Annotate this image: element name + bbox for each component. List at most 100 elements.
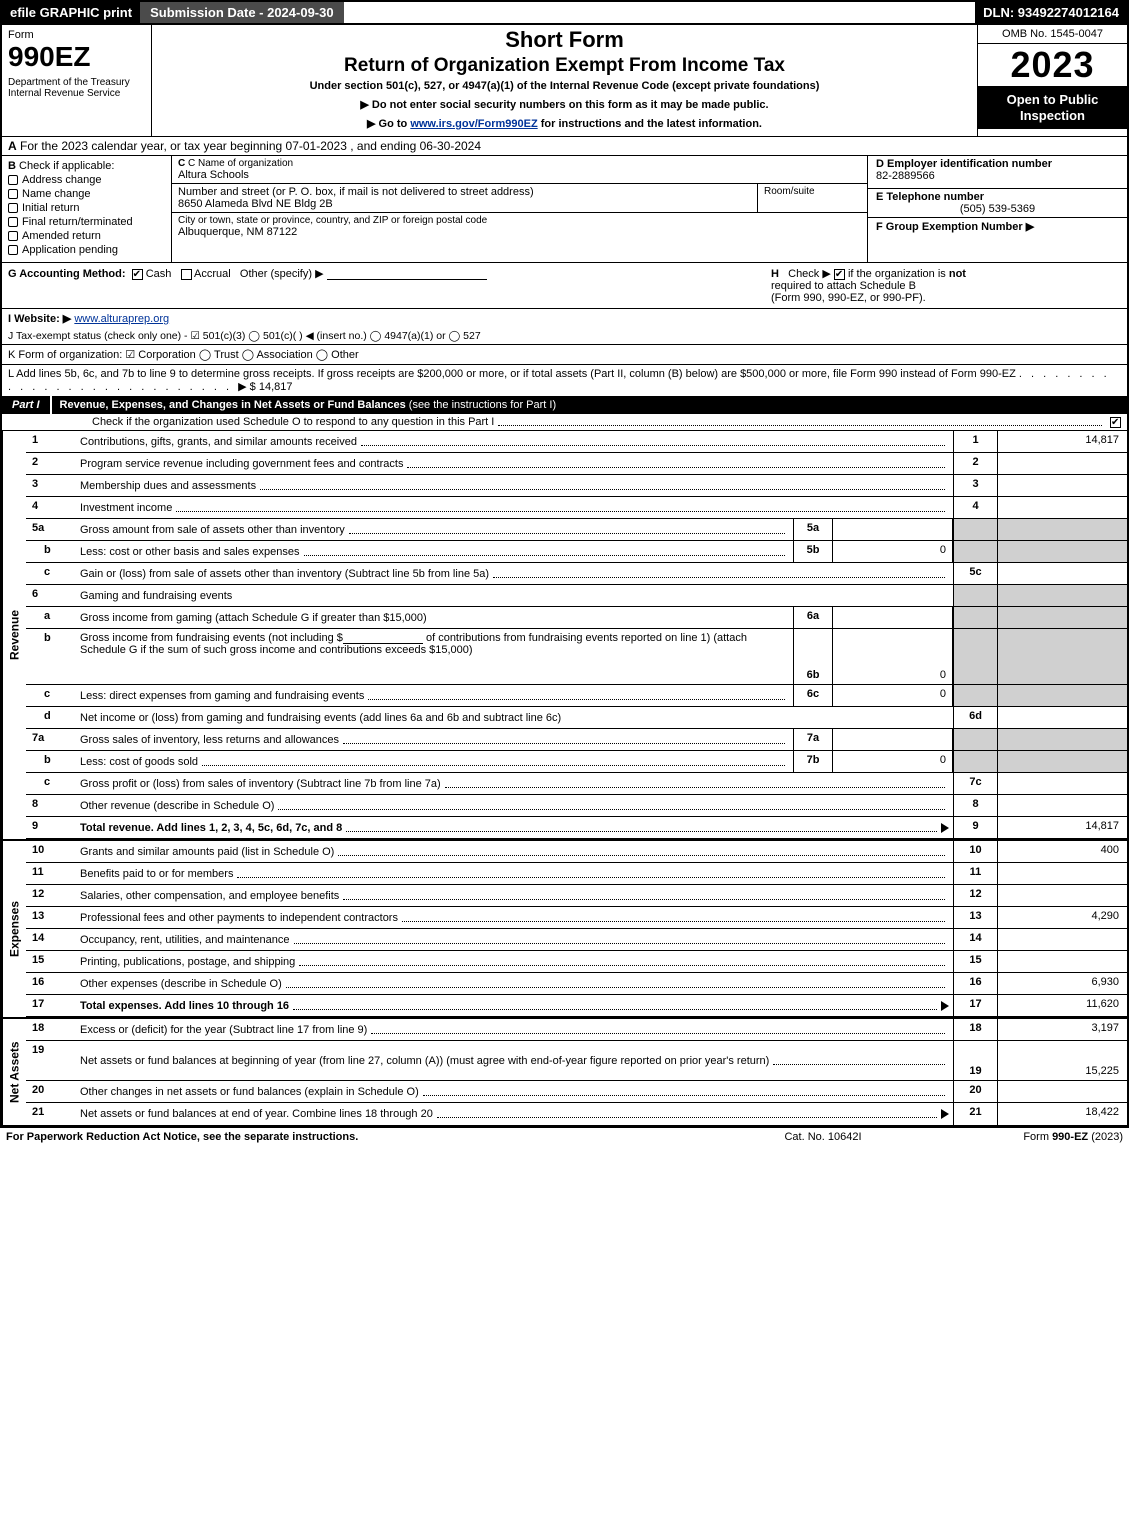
chk-amended-return[interactable]: Amended return [8,230,165,242]
line-5c: cGain or (loss) from sale of assets othe… [26,563,1127,585]
row-g: G Accounting Method: Cash Accrual Other … [2,262,1127,308]
org-city-row: City or town, state or province, country… [172,213,867,262]
row-i: I Website: ▶ www.alturaprep.org [2,308,1127,328]
website-link[interactable]: www.alturaprep.org [74,313,169,325]
line-3: 3Membership dues and assessments3 [26,475,1127,497]
line-8: 8Other revenue (describe in Schedule O)8 [26,795,1127,817]
ein-value: 82-2889566 [876,170,935,182]
top-bar: efile GRAPHIC print Submission Date - 20… [0,0,1129,25]
checkbox-icon [8,203,18,213]
row-k: K Form of organization: ☑ Corporation ◯ … [2,344,1127,364]
ein-row: D Employer identification number 82-2889… [868,156,1127,189]
line-6: 6Gaming and fundraising events [26,585,1127,607]
paperwork-notice: For Paperwork Reduction Act Notice, see … [6,1131,723,1143]
part-i-label: Part I [2,396,52,414]
line-11: 11Benefits paid to or for members11 [26,863,1127,885]
chk-application-pending[interactable]: Application pending [8,244,165,256]
chk-schedule-o[interactable] [1110,417,1121,428]
chk-final-return[interactable]: Final return/terminated [8,216,165,228]
chk-name-change[interactable]: Name change [8,188,165,200]
omb-number: OMB No. 1545-0047 [978,25,1127,44]
line-13: 13Professional fees and other payments t… [26,907,1127,929]
chk-cash[interactable] [132,269,143,280]
chk-schedule-b[interactable] [834,269,845,280]
arrow-icon [941,823,949,833]
line-6a: aGross income from gaming (attach Schedu… [26,607,1127,629]
line-19: 19Net assets or fund balances at beginni… [26,1041,1127,1081]
chk-accrual[interactable] [181,269,192,280]
form-number: 990EZ [8,41,145,73]
revenue-section: Revenue 1Contributions, gifts, grants, a… [2,431,1127,839]
dln-label: DLN: 93492274012164 [975,2,1127,23]
line-6c: cLess: direct expenses from gaming and f… [26,685,1127,707]
instr-ssn: ▶ Do not enter social security numbers o… [158,98,971,111]
dept-treasury: Department of the Treasury Internal Reve… [8,77,145,99]
tax-year: 2023 [978,44,1127,86]
line-5a: 5aGross amount from sale of assets other… [26,519,1127,541]
header-right: OMB No. 1545-0047 2023 Open to Public In… [977,25,1127,136]
form-header: Form 990EZ Department of the Treasury In… [2,25,1127,136]
group-exemption: F Group Exemption Number ▶ [868,217,1127,235]
irs-link[interactable]: www.irs.gov/Form990EZ [410,118,537,130]
instr-link: ▶ Go to www.irs.gov/Form990EZ for instru… [158,117,971,130]
chk-initial-return[interactable]: Initial return [8,202,165,214]
org-name-row: C C Name of organization Altura Schools [172,156,867,184]
checkbox-icon [8,217,18,227]
gross-receipts: ▶ $ 14,817 [238,381,292,393]
form-subtitle: Under section 501(c), 527, or 4947(a)(1)… [158,80,971,92]
org-addr-row: Number and street (or P. O. box, if mail… [172,184,867,213]
part-i-sub: Check if the organization used Schedule … [2,414,1127,431]
line-7b: bLess: cost of goods sold7b0 [26,751,1127,773]
line-7a: 7aGross sales of inventory, less returns… [26,729,1127,751]
line-12: 12Salaries, other compensation, and empl… [26,885,1127,907]
line-16: 16Other expenses (describe in Schedule O… [26,973,1127,995]
org-name: Altura Schools [178,169,861,181]
form-title-2: Return of Organization Exempt From Incom… [158,55,971,77]
line-21: 21Net assets or fund balances at end of … [26,1103,1127,1125]
netassets-section: Net Assets 18Excess or (deficit) for the… [2,1017,1127,1125]
checkbox-icon [8,189,18,199]
accounting-method: G Accounting Method: Cash Accrual Other … [8,267,771,304]
line-17: 17Total expenses. Add lines 10 through 1… [26,995,1127,1017]
line-18: 18Excess or (deficit) for the year (Subt… [26,1019,1127,1041]
line-6d: dNet income or (loss) from gaming and fu… [26,707,1127,729]
col-c: C C Name of organization Altura Schools … [172,156,867,262]
line-14: 14Occupancy, rent, utilities, and mainte… [26,929,1127,951]
line-1: 1Contributions, gifts, grants, and simil… [26,431,1127,453]
tel-row: E Telephone number (505) 539-5369 [868,189,1127,217]
room-suite: Room/suite [757,184,867,213]
line-7c: cGross profit or (loss) from sales of in… [26,773,1127,795]
line-9: 9Total revenue. Add lines 1, 2, 3, 4, 5c… [26,817,1127,839]
checkbox-icon [8,175,18,185]
open-inspection: Open to Public Inspection [978,86,1127,129]
line-10: 10Grants and similar amounts paid (list … [26,841,1127,863]
line-5b: bLess: cost or other basis and sales exp… [26,541,1127,563]
other-specify-input[interactable] [327,268,487,280]
section-bcd: B Check if applicable: Address change Na… [2,155,1127,262]
chk-address-change[interactable]: Address change [8,174,165,186]
line-2: 2Program service revenue including gover… [26,453,1127,475]
line-6b: bGross income from fundraising events (n… [26,629,1127,685]
expenses-side-label: Expenses [2,841,26,1017]
cat-no: Cat. No. 10642I [723,1131,923,1143]
form-ref: Form 990-EZ (2023) [923,1131,1123,1143]
checkbox-icon [8,245,18,255]
org-street: 8650 Alameda Blvd NE Bldg 2B [178,198,751,210]
arrow-icon [941,1109,949,1119]
part-i-header: Part I Revenue, Expenses, and Changes in… [2,396,1127,414]
row-a-text: For the 2023 calendar year, or tax year … [20,139,481,153]
col-b: B Check if applicable: Address change Na… [2,156,172,262]
col-d: D Employer identification number 82-2889… [867,156,1127,262]
fundraising-amount-input[interactable] [343,632,423,644]
line-20: 20Other changes in net assets or fund ba… [26,1081,1127,1103]
checkbox-icon [8,231,18,241]
tel-value: (505) 539-5369 [876,203,1119,215]
row-j: J Tax-exempt status (check only one) - ☑… [2,328,1127,344]
form-frame: Form 990EZ Department of the Treasury In… [0,25,1129,1127]
expenses-section: Expenses 10Grants and similar amounts pa… [2,839,1127,1017]
part-i-title: Revenue, Expenses, and Changes in Net As… [52,396,1127,414]
row-a: A For the 2023 calendar year, or tax yea… [2,136,1127,155]
header-left: Form 990EZ Department of the Treasury In… [2,25,152,136]
form-word: Form [8,29,145,41]
efile-print-label[interactable]: efile GRAPHIC print [2,2,140,23]
